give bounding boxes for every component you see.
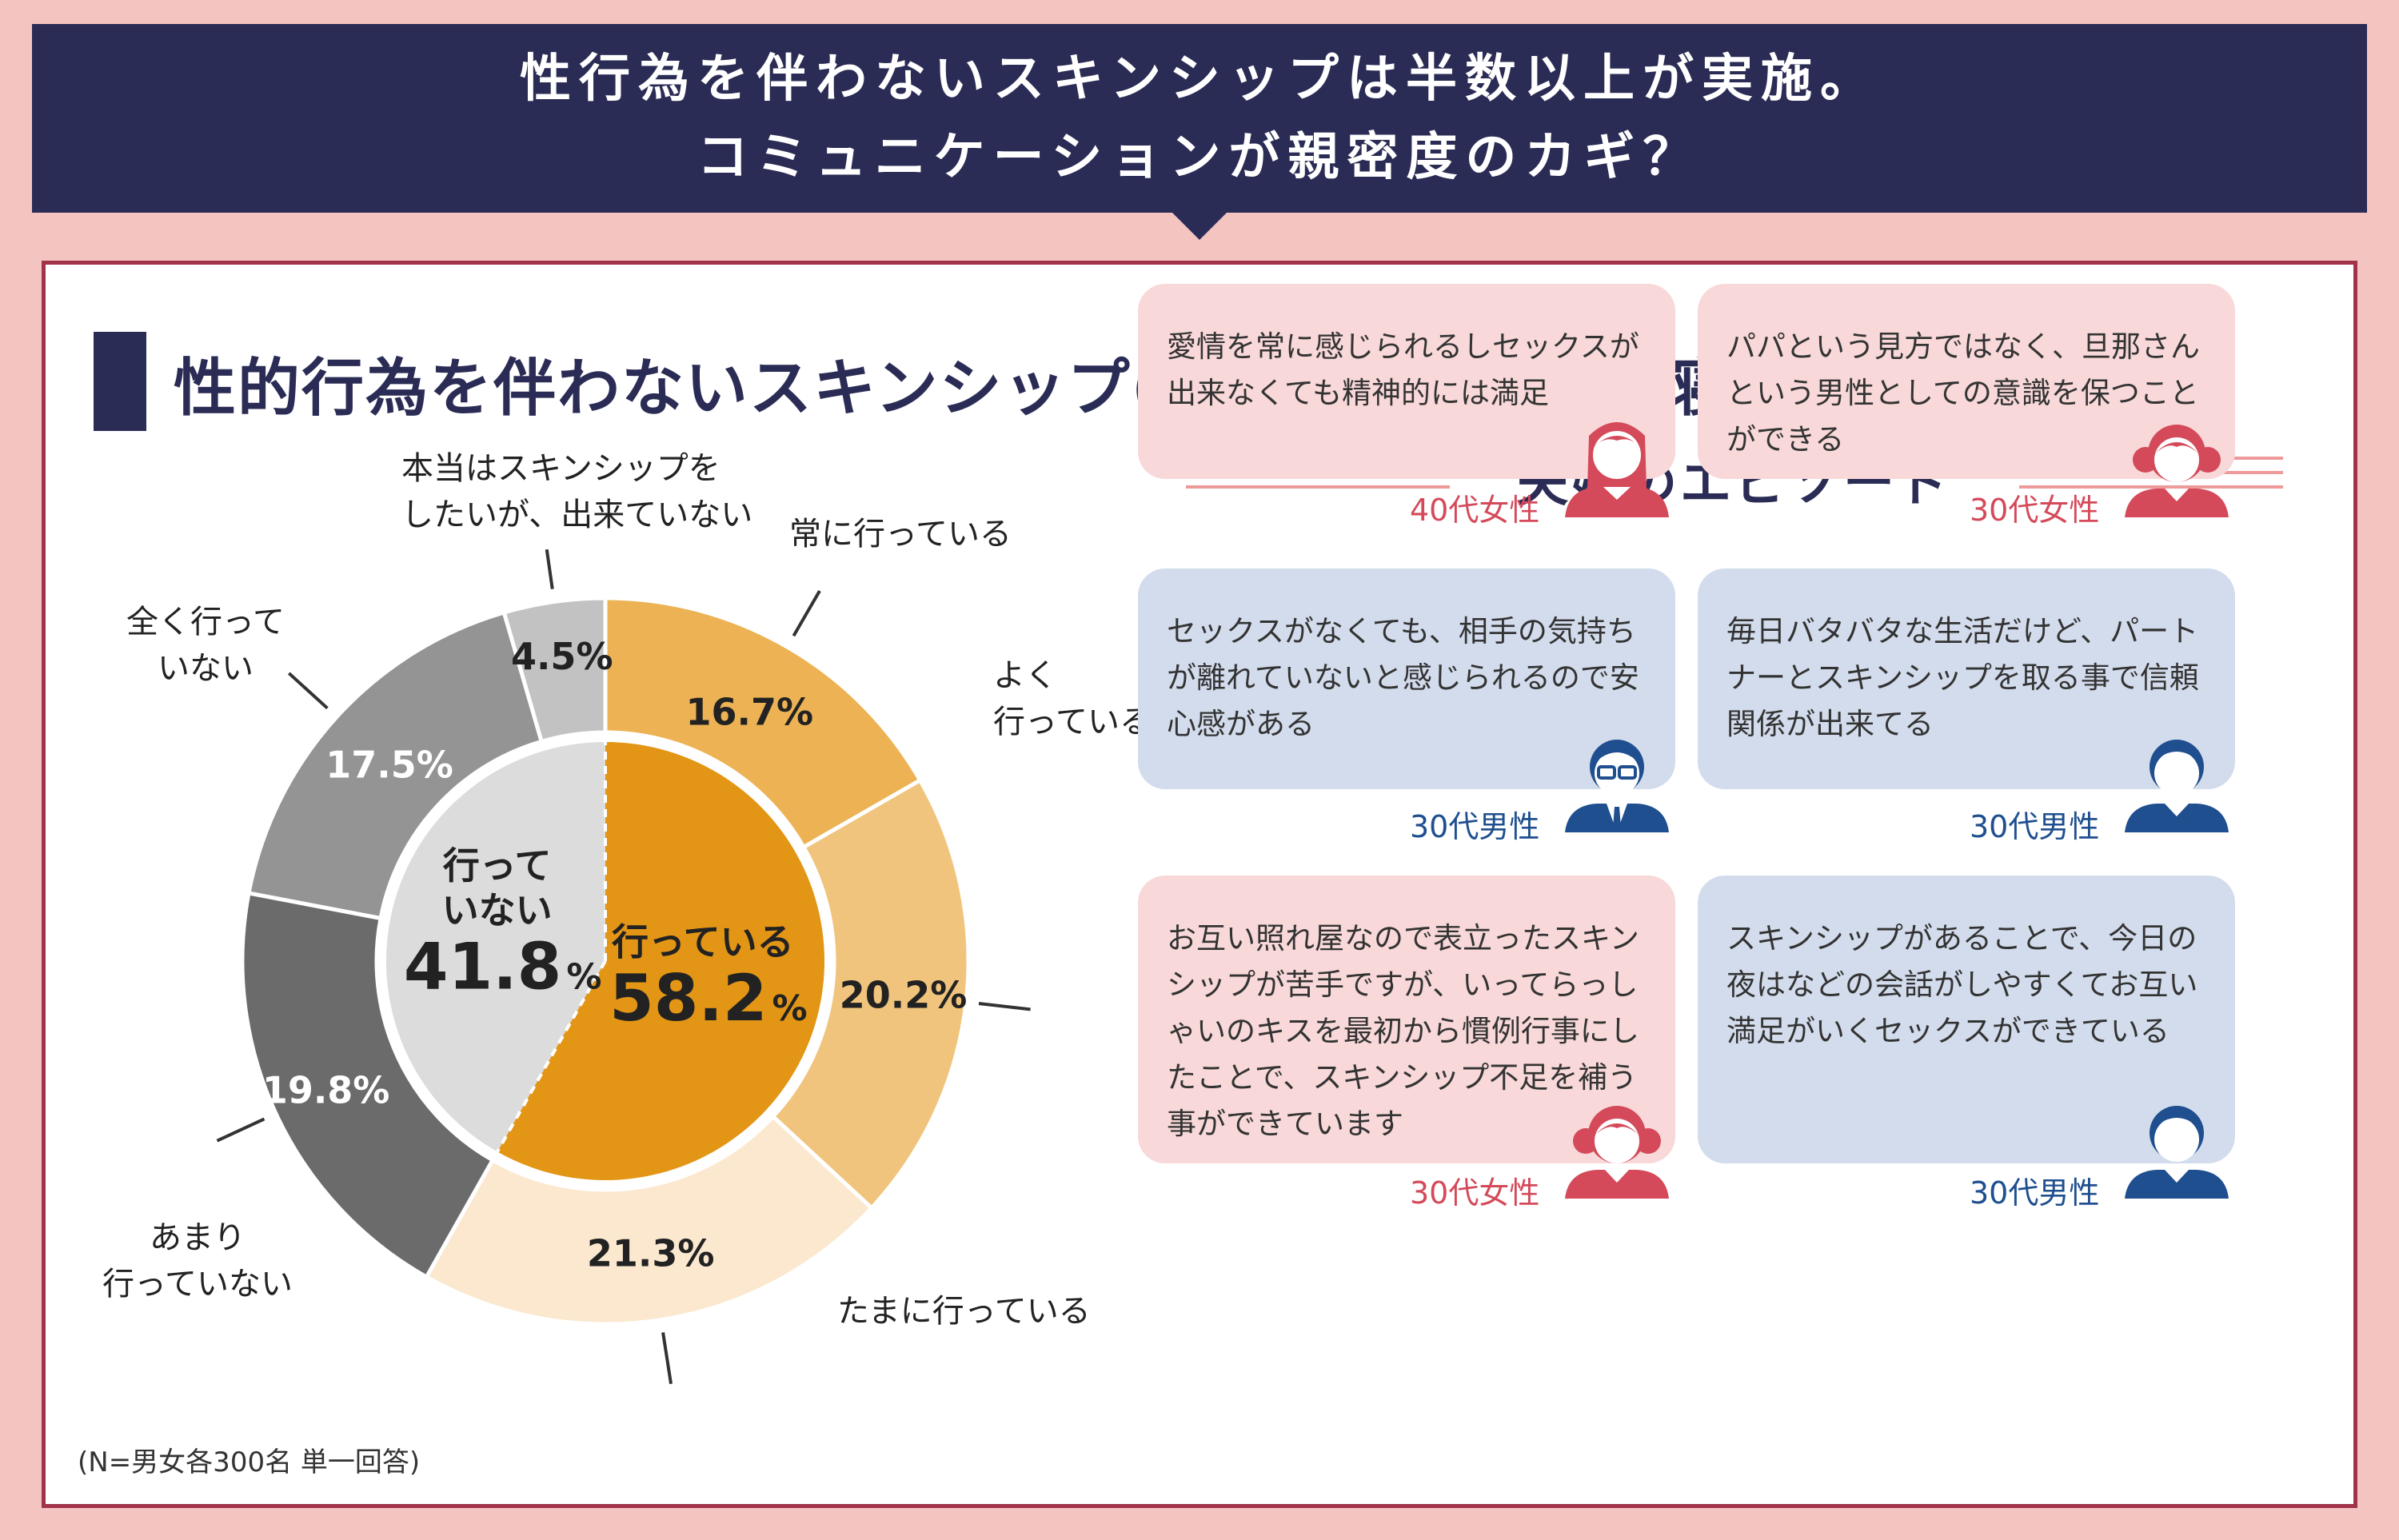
inner-unit-2: % <box>566 956 601 997</box>
callout-leader-3 <box>661 1332 673 1384</box>
episode-card-2: パパという見方ではなく、旦那さんという男性としての意識を保つことができる <box>1698 284 2235 479</box>
episode-card-6: スキンシップがあることで、今日の夜はなどの会話がしやすくてお互い満足がいくセック… <box>1698 876 2235 1163</box>
callout-leader-1 <box>792 589 821 637</box>
episode-card-3: セックスがなくても、相手の気持ちが離れていないと感じられるので安心感がある <box>1138 569 1675 789</box>
woman-pigtails-icon <box>2122 412 2232 517</box>
callout-label-3-line-1: たまに行っている <box>837 1293 1091 1330</box>
outer-value-1: 16.7% <box>686 690 814 733</box>
outer-value-2: 20.2% <box>840 973 968 1016</box>
inner-slice-1 <box>497 742 824 1180</box>
callout-label-1-line-1: 常に行っている <box>789 516 1012 553</box>
man-glasses-suit-icon <box>1562 727 1672 832</box>
episode-text: 愛情を常に感じられるしセックスが出来なくても精神的には満足 <box>1167 329 1639 410</box>
content-panel: 性的行為を伴わないスキンシップ(キス・ハグ・添い寝等)の頻度 16.7% 20.2… <box>42 261 2357 1508</box>
woman-pigtails-icon <box>1562 1093 1672 1199</box>
respondent-label: 30代男性 <box>1410 809 1540 844</box>
callout-label-6-line-2: したいが、出来ていない <box>401 497 752 533</box>
callout-label-6-line-1: 本当はスキンシップを <box>401 450 720 487</box>
inner-label-2-line-1: 行って <box>443 844 552 887</box>
inner-divider-2 <box>496 960 607 1153</box>
inner-unit-1: % <box>772 988 808 1029</box>
outer-value-6: 4.5% <box>511 635 613 678</box>
outer-slice-3 <box>423 1113 875 1327</box>
respondent-label: 30代男性 <box>1970 1175 2100 1211</box>
inner-value-2: 41.8 <box>404 929 561 1003</box>
man-short-hair-icon <box>2122 1093 2232 1199</box>
section-marker <box>94 332 146 431</box>
episode-text: 毎日バタバタな生活だけど、パートナーとスキンシップを取る事で信頼関係が出来てる <box>1726 614 2199 741</box>
sample-note: (N=男女各300名 単一回答) <box>78 1446 421 1478</box>
inner-value-1: 58.2 <box>609 961 767 1035</box>
episode-text: お互い照れ屋なので表立ったスキンシップが苦手ですが、いってらっしゃいのキスを最初… <box>1167 921 1639 1141</box>
episode-text: パパという見方ではなく、旦那さんという男性としての意識を保つことができる <box>1726 329 2200 457</box>
inner-label-1-line-1: 行っている <box>612 920 794 963</box>
outer-slice-1 <box>603 596 924 850</box>
callout-leader-4 <box>216 1117 265 1143</box>
outer-slice-2 <box>770 777 971 1211</box>
callout-label-4-line-2: 行っていない <box>102 1266 293 1303</box>
callout-label-2-line-2: 行っている <box>993 704 1152 740</box>
callout-leader-5 <box>287 672 329 710</box>
episode-card-4: 毎日バタバタな生活だけど、パートナーとスキンシップを取る事で信頼関係が出来てる <box>1698 569 2235 789</box>
header-banner: 性行為を伴わないスキンシップは半数以上が実施。 コミュニケーションが親密度のカギ… <box>32 24 2367 213</box>
episode-card-5: お互い照れ屋なので表立ったスキンシップが苦手ですが、いってらっしゃいのキスを最初… <box>1138 876 1675 1163</box>
woman-long-hair-icon <box>1562 412 1672 517</box>
outer-slice-5 <box>246 609 545 921</box>
episode-text: セックスがなくても、相手の気持ちが離れていないと感じられるので安心感がある <box>1167 614 1639 741</box>
callout-label-2-line-1: よく <box>993 657 1057 694</box>
header-line-1: 性行為を伴わないスキンシップは半数以上が実施。 <box>519 50 1880 109</box>
episode-card-1: 愛情を常に感じられるしセックスが出来なくても精神的には満足 <box>1138 284 1675 479</box>
callout-leader-2 <box>978 1002 1031 1011</box>
outer-slice-4 <box>240 891 496 1280</box>
inner-label-2-line-2: いない <box>442 888 553 932</box>
inner-slice-2 <box>386 742 605 1152</box>
outer-value-5: 17.5% <box>325 743 453 786</box>
callout-label-4-line-1: あまり <box>150 1219 245 1256</box>
callout-label-5-line-1: 全く行って <box>126 604 285 640</box>
header-pointer <box>1171 211 1228 240</box>
respondent-label: 40代女性 <box>1410 493 1540 528</box>
outer-value-3: 21.3% <box>587 1232 715 1275</box>
header-line-2: コミュニケーションが親密度のカギ？ <box>697 128 1702 187</box>
respondent-label: 30代女性 <box>1410 1175 1540 1211</box>
callout-leader-6 <box>545 549 554 589</box>
respondent-label: 30代男性 <box>1970 809 2100 844</box>
respondent-label: 30代女性 <box>1970 493 2100 528</box>
outer-value-4: 19.8% <box>262 1069 390 1112</box>
callout-label-5-line-2: いない <box>158 650 253 687</box>
outer-slice-6 <box>501 596 608 744</box>
episode-text: スキンシップがあることで、今日の夜はなどの会話がしやすくてお互い満足がいくセック… <box>1726 921 2198 1048</box>
man-short-hair-icon <box>2122 727 2232 832</box>
